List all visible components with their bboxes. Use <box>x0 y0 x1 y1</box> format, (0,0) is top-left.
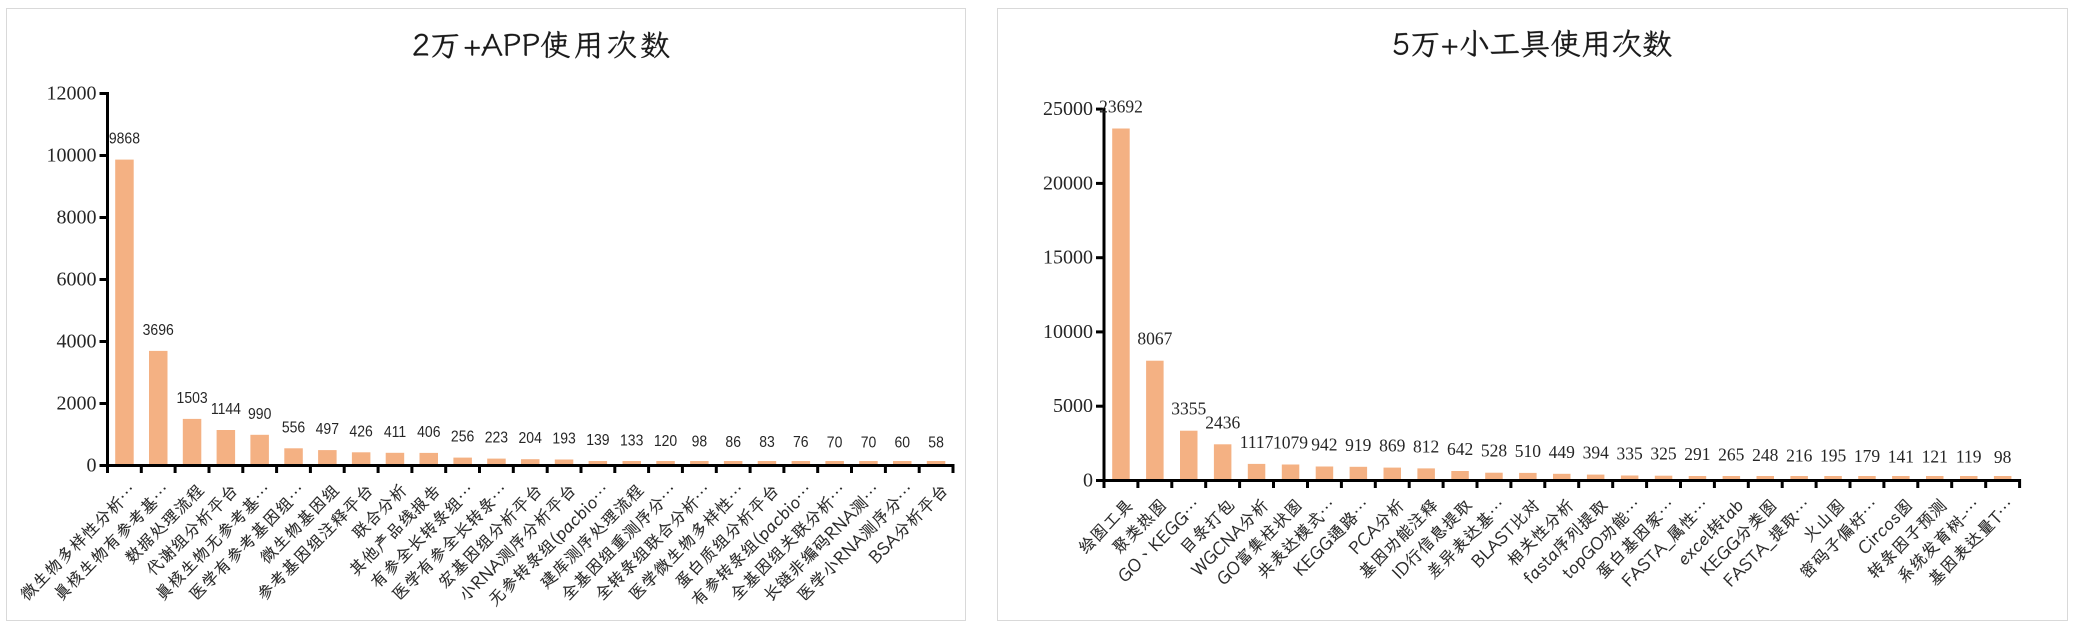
svg-text:83: 83 <box>759 433 775 451</box>
svg-text:15000: 15000 <box>1043 247 1093 269</box>
svg-text:76: 76 <box>793 433 809 451</box>
svg-text:265: 265 <box>1718 445 1745 465</box>
svg-text:942: 942 <box>1311 435 1337 455</box>
svg-text:642: 642 <box>1447 439 1473 459</box>
svg-text:528: 528 <box>1481 441 1508 461</box>
svg-text:133: 133 <box>620 432 643 450</box>
svg-text:121: 121 <box>1922 447 1948 467</box>
svg-text:204: 204 <box>519 429 542 447</box>
svg-text:869: 869 <box>1379 436 1406 456</box>
svg-text:195: 195 <box>1820 446 1847 466</box>
svg-text:1503: 1503 <box>177 389 208 407</box>
svg-text:8000: 8000 <box>57 207 97 229</box>
svg-text:0: 0 <box>87 455 97 477</box>
svg-text:426: 426 <box>349 422 372 440</box>
svg-text:394: 394 <box>1583 443 1610 463</box>
svg-text:497: 497 <box>316 420 339 438</box>
svg-text:4000: 4000 <box>57 331 97 353</box>
svg-text:2436: 2436 <box>1205 412 1240 432</box>
svg-text:8067: 8067 <box>1137 329 1172 349</box>
svg-text:179: 179 <box>1854 446 1881 466</box>
svg-text:2000: 2000 <box>57 393 97 415</box>
svg-text:248: 248 <box>1752 445 1779 465</box>
svg-text:12000: 12000 <box>47 83 97 105</box>
svg-text:3696: 3696 <box>143 321 174 339</box>
svg-text:1144: 1144 <box>211 400 241 418</box>
svg-text:70: 70 <box>827 433 843 451</box>
svg-text:58: 58 <box>928 434 944 452</box>
svg-text:449: 449 <box>1549 442 1576 462</box>
svg-text:256: 256 <box>451 428 474 446</box>
svg-text:335: 335 <box>1616 444 1643 464</box>
svg-text:223: 223 <box>485 429 508 447</box>
svg-text:23692: 23692 <box>1099 97 1143 117</box>
svg-text:411: 411 <box>384 423 406 441</box>
svg-text:10000: 10000 <box>47 145 97 167</box>
svg-text:9868: 9868 <box>109 130 140 148</box>
svg-text:86: 86 <box>725 433 741 451</box>
svg-text:193: 193 <box>552 430 575 448</box>
svg-text:120: 120 <box>654 432 677 450</box>
svg-text:3355: 3355 <box>1171 399 1206 419</box>
svg-text:141: 141 <box>1888 446 1914 466</box>
svg-text:6000: 6000 <box>57 269 97 291</box>
svg-text:510: 510 <box>1515 441 1542 461</box>
svg-text:25000: 25000 <box>1043 98 1093 120</box>
svg-text:119: 119 <box>1956 447 1982 467</box>
svg-text:20000: 20000 <box>1043 172 1093 194</box>
svg-text:812: 812 <box>1413 436 1439 456</box>
svg-text:291: 291 <box>1684 444 1710 464</box>
svg-text:1079: 1079 <box>1273 433 1308 453</box>
svg-text:919: 919 <box>1345 435 1372 455</box>
svg-text:406: 406 <box>417 423 440 441</box>
svg-text:70: 70 <box>861 433 877 451</box>
svg-text:98: 98 <box>692 433 708 451</box>
svg-text:216: 216 <box>1786 445 1813 465</box>
svg-text:556: 556 <box>282 418 305 436</box>
svg-text:60: 60 <box>895 434 911 452</box>
svg-text:0: 0 <box>1083 470 1093 492</box>
svg-text:98: 98 <box>1994 447 2012 467</box>
svg-text:10000: 10000 <box>1043 321 1093 343</box>
svg-text:990: 990 <box>248 405 271 423</box>
svg-text:325: 325 <box>1650 444 1677 464</box>
svg-text:139: 139 <box>586 431 609 449</box>
svg-text:1117: 1117 <box>1240 432 1274 452</box>
svg-text:5000: 5000 <box>1053 395 1093 417</box>
